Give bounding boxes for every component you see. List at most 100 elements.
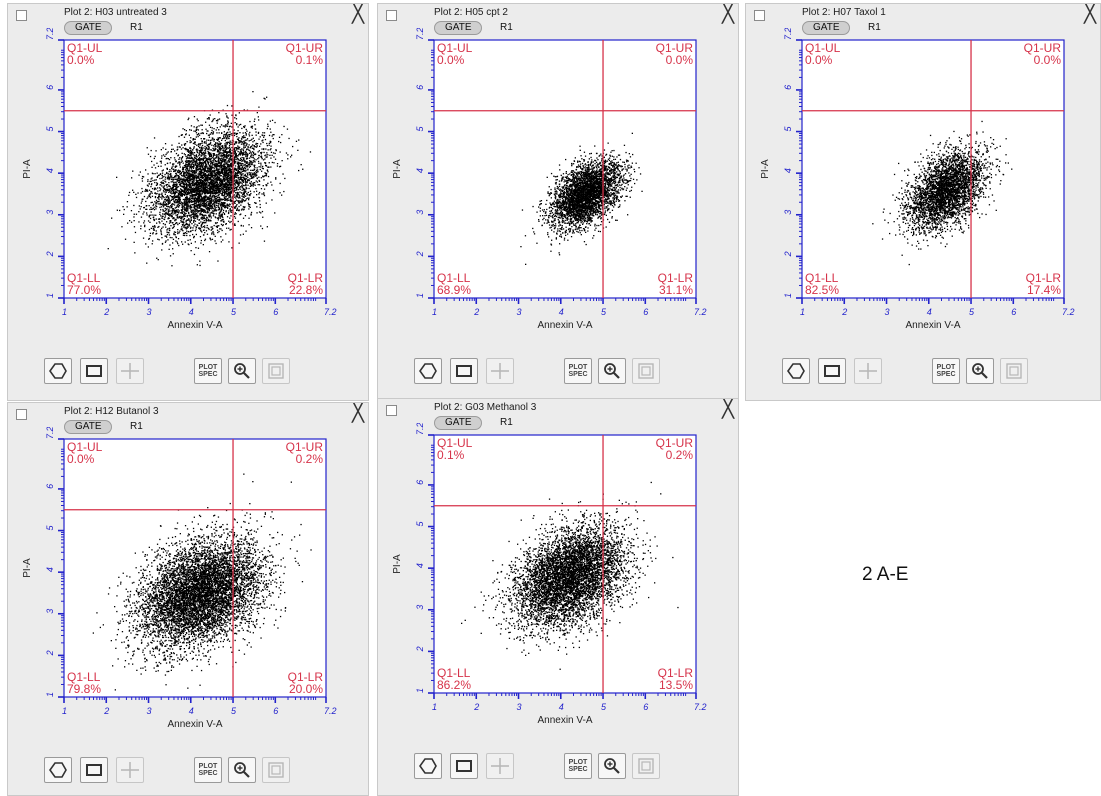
event-dot (201, 209, 203, 211)
event-dot (181, 152, 183, 154)
event-dot (160, 206, 163, 208)
event-dot (214, 197, 216, 199)
event-dot (237, 166, 239, 169)
event-dot (204, 187, 207, 189)
event-dot (236, 162, 238, 165)
event-dot (162, 202, 165, 204)
event-dot (201, 132, 203, 134)
event-dot (251, 156, 253, 159)
event-dot (224, 139, 226, 142)
event-dot (264, 162, 266, 164)
event-dot (233, 180, 235, 182)
event-dot (147, 180, 149, 183)
event-dot (196, 167, 198, 170)
event-dot (236, 124, 238, 126)
event-dot (152, 207, 155, 209)
event-dot (172, 163, 174, 165)
event-dot (200, 174, 202, 176)
event-dot (201, 177, 203, 179)
event-dot (188, 168, 191, 170)
event-dot (202, 132, 204, 135)
event-dot (198, 163, 200, 166)
event-dot (228, 205, 231, 207)
event-dot (203, 160, 206, 163)
event-dot (162, 195, 164, 198)
event-dot (243, 153, 245, 155)
close-icon[interactable]: ╳ (352, 4, 364, 23)
event-dot (278, 140, 280, 143)
event-dot (222, 189, 225, 191)
event-dot (223, 137, 225, 139)
event-dot (220, 220, 222, 222)
event-dot (234, 206, 236, 208)
event-dot (228, 227, 230, 229)
event-dot (209, 212, 211, 214)
event-dot (220, 201, 223, 204)
event-dot (210, 186, 212, 188)
event-dot (224, 165, 226, 168)
event-dot (192, 138, 194, 140)
event-dot (217, 157, 219, 159)
event-dot (229, 148, 231, 150)
event-dot (256, 177, 258, 179)
event-dot (119, 209, 121, 212)
event-dot (253, 145, 255, 147)
event-dot (195, 247, 197, 249)
event-dot (217, 149, 219, 151)
event-dot (253, 183, 255, 186)
event-dot (222, 239, 224, 241)
event-dot (212, 147, 214, 149)
event-dot (212, 139, 214, 141)
event-dot (250, 162, 252, 164)
event-dot (182, 167, 184, 170)
event-dot (210, 239, 212, 241)
event-dot (213, 179, 215, 181)
event-dot (186, 169, 188, 171)
event-dot (184, 201, 186, 203)
event-dot (274, 158, 277, 160)
event-dot (226, 141, 228, 144)
event-dot (270, 166, 272, 168)
event-dot (189, 129, 191, 131)
event-dot (208, 191, 210, 193)
event-dot (175, 187, 177, 189)
event-dot (168, 170, 170, 173)
event-dot (209, 142, 211, 145)
event-dot (227, 184, 229, 186)
event-dot (204, 181, 206, 184)
event-dot (258, 119, 260, 121)
event-dot (242, 217, 245, 219)
event-dot (203, 154, 205, 156)
select-checkbox[interactable] (16, 10, 27, 21)
event-dot (236, 157, 239, 160)
event-dot (218, 188, 220, 190)
event-dot (187, 209, 189, 211)
gate-button[interactable]: GATE (64, 21, 113, 35)
event-dot (210, 172, 212, 174)
event-dot (282, 173, 284, 175)
event-dot (265, 165, 267, 167)
event-dot (199, 158, 201, 161)
event-dot (230, 143, 232, 145)
event-dot (199, 143, 202, 145)
event-dot (174, 170, 176, 172)
event-dot (205, 165, 207, 167)
event-dot (206, 132, 208, 135)
event-dot (168, 184, 170, 186)
event-dot (212, 185, 214, 187)
event-dot (168, 208, 170, 210)
event-dot (281, 134, 283, 136)
event-dot (221, 224, 224, 227)
event-dot (224, 171, 227, 173)
event-dot (181, 206, 183, 208)
event-dot (229, 181, 231, 183)
event-dot (228, 134, 230, 136)
event-dot (245, 145, 247, 147)
event-dot (168, 202, 170, 204)
event-dot (234, 207, 236, 209)
event-dot (203, 215, 205, 217)
event-dot (193, 237, 195, 239)
event-dot (133, 204, 135, 207)
event-dot (198, 159, 200, 161)
